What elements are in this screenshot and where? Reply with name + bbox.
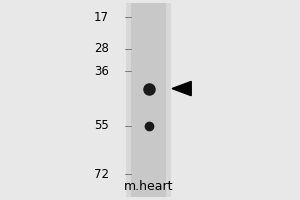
Polygon shape bbox=[172, 81, 191, 96]
Text: 55: 55 bbox=[94, 119, 109, 132]
Bar bbox=[131, 3, 166, 197]
Text: m.heart: m.heart bbox=[124, 180, 173, 193]
Text: 36: 36 bbox=[94, 65, 109, 78]
Text: 28: 28 bbox=[94, 42, 109, 55]
Bar bbox=[126, 3, 171, 197]
Text: 17: 17 bbox=[94, 11, 109, 24]
Text: 72: 72 bbox=[94, 168, 109, 181]
